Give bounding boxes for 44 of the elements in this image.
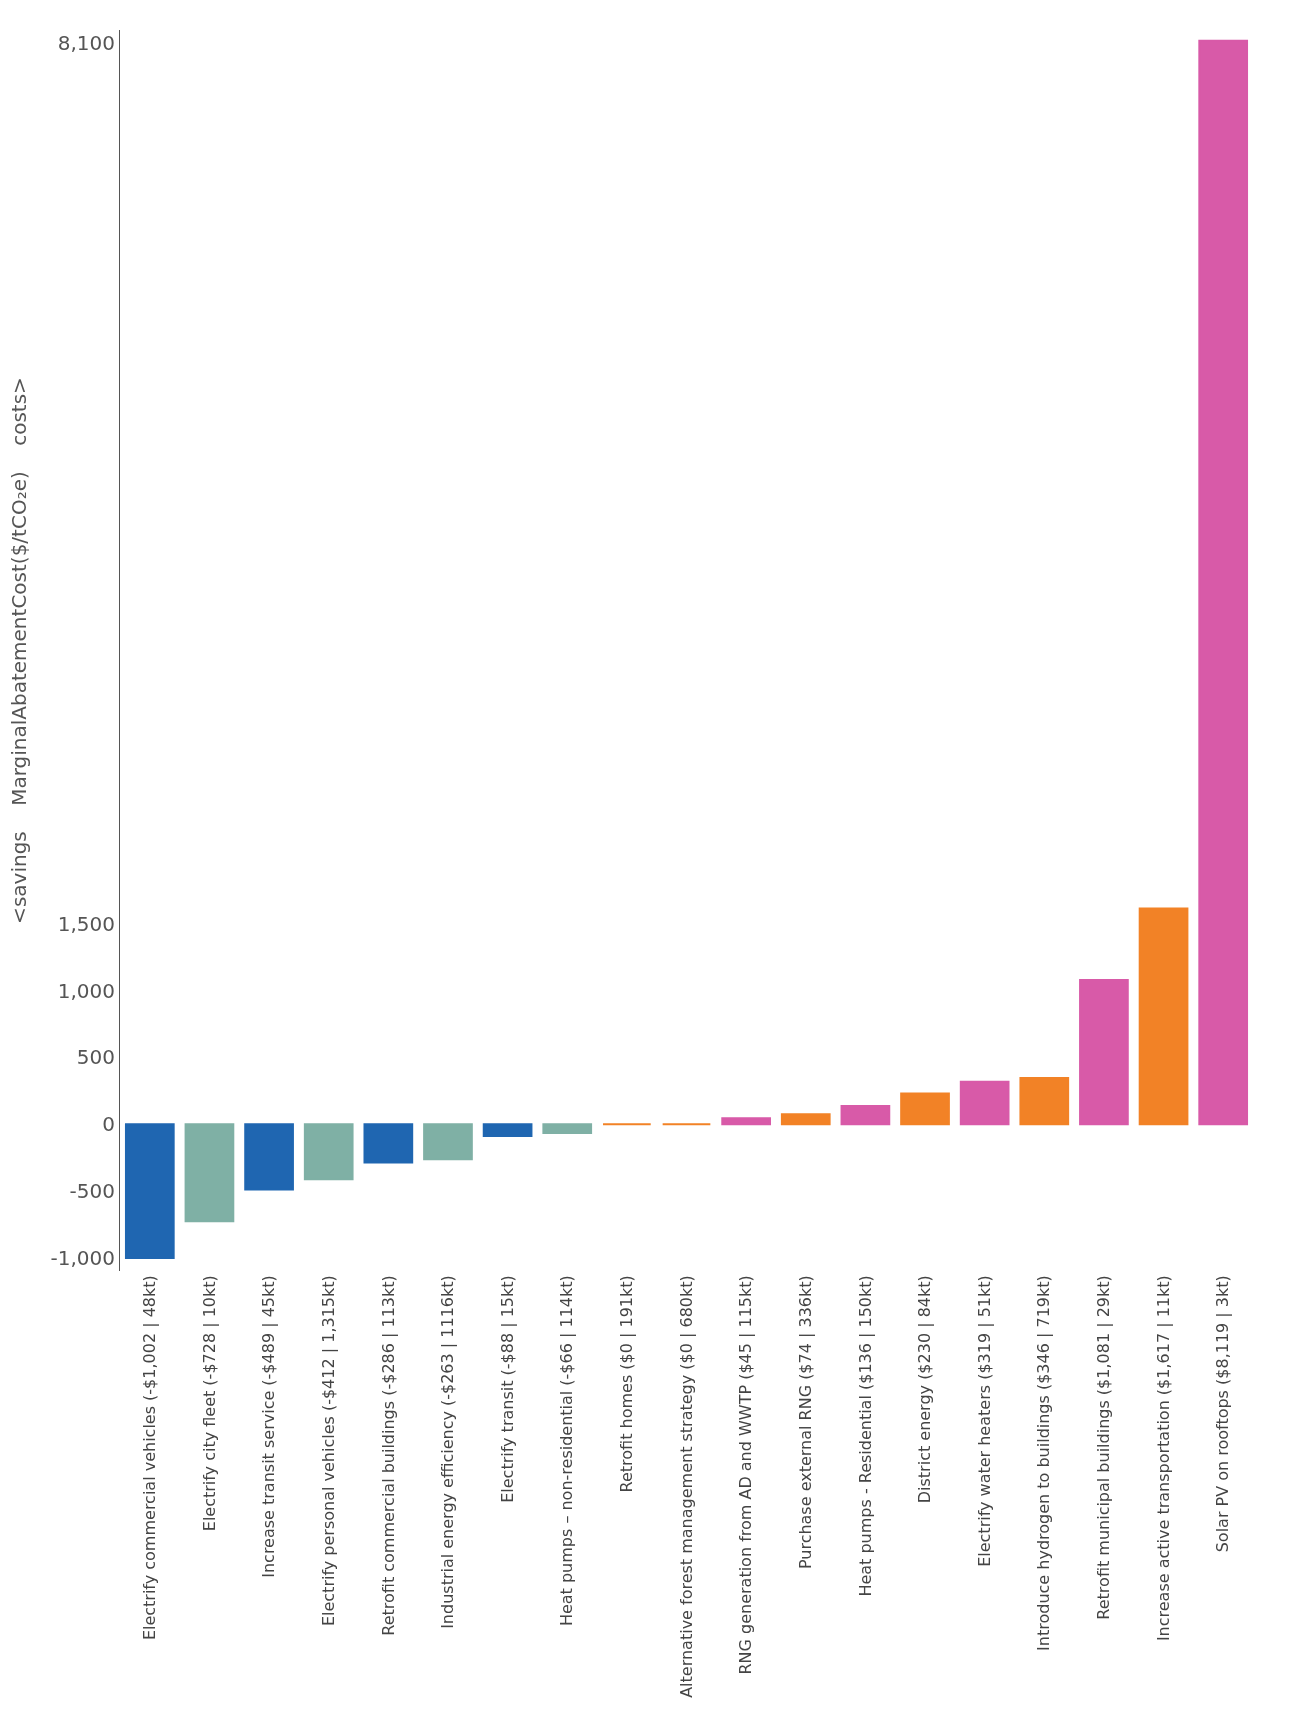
bar xyxy=(900,1092,950,1126)
x-tick-label: Increase active transportation ($1,617 | 11kt) xyxy=(1153,1275,1173,1642)
bar xyxy=(1019,1077,1070,1126)
x-tick-label: Electrify commercial vehicles (-$1,002 | 48kt) xyxy=(140,1275,160,1641)
y-tick-label: -500 xyxy=(69,1178,115,1203)
bar xyxy=(423,1123,473,1161)
y-tick-label: 1,000 xyxy=(57,978,115,1003)
bar xyxy=(244,1123,294,1191)
x-tick-label: Retrofit commercial buildings (-$286 | 113kt) xyxy=(378,1275,398,1636)
bar xyxy=(363,1123,414,1164)
y-tick-label: 8,100 xyxy=(57,31,115,56)
bar xyxy=(959,1080,1010,1126)
bar xyxy=(1198,39,1249,1126)
x-tick-label: Introduce hydrogen to buildings ($346 | 719kt) xyxy=(1034,1275,1054,1651)
x-tick-label: Alternative forest management strategy ($0 | 680kt) xyxy=(676,1275,696,1698)
y-tick-label: -1,000 xyxy=(50,1245,115,1270)
bar xyxy=(780,1113,831,1126)
bar xyxy=(840,1105,891,1126)
x-tick-label: Heat pumps – non-residential (-$66 | 114kt) xyxy=(557,1275,577,1627)
x-tick-label: Retrofit homes ($0 | 191kt) xyxy=(617,1275,637,1493)
y-tick-label: 0 xyxy=(102,1112,115,1137)
bar xyxy=(1138,907,1189,1126)
x-tick-label: Increase transit service (-$489 | 45kt) xyxy=(259,1275,279,1578)
x-tick-label: Electrify city fleet (-$728 | 10kt) xyxy=(199,1275,219,1532)
bar xyxy=(1079,978,1129,1126)
y-axis-title: <savings MarginalAbatementCost($/tCO₂e) costs> xyxy=(7,377,32,924)
x-tick-label: Electrify water heaters ($319 | 51kt) xyxy=(974,1275,994,1567)
y-tick-label: 500 xyxy=(76,1045,115,1070)
bar xyxy=(542,1123,593,1135)
x-tick-label: Heat pumps - Residential ($136 | 150kt) xyxy=(855,1275,875,1597)
x-tick-label: Retrofit municipal buildings ($1,081 | 29kt) xyxy=(1094,1275,1114,1620)
bar xyxy=(184,1123,235,1223)
x-tick-label: Electrify personal vehicles (-$412 | 1,315kt) xyxy=(318,1275,338,1627)
x-tick-label: Solar PV on rooftops ($8,119 | 3kt) xyxy=(1213,1275,1233,1553)
x-tick-label: District energy ($230 | 84kt) xyxy=(915,1275,935,1504)
x-tick-label: Industrial energy efficiency (-$263 | 1116kt) xyxy=(438,1275,458,1629)
x-tick-label: Purchase external RNG ($74 | 336kt) xyxy=(795,1275,815,1570)
x-tick-label: Electrify transit (-$88 | 15kt) xyxy=(497,1275,517,1503)
x-tick-label: RNG generation from AD and WWTP ($45 | 115kt) xyxy=(736,1275,756,1675)
bar xyxy=(482,1123,533,1137)
bar xyxy=(124,1123,175,1259)
y-tick-label: 1,500 xyxy=(57,912,115,937)
bar xyxy=(303,1123,354,1181)
bar xyxy=(721,1117,771,1126)
